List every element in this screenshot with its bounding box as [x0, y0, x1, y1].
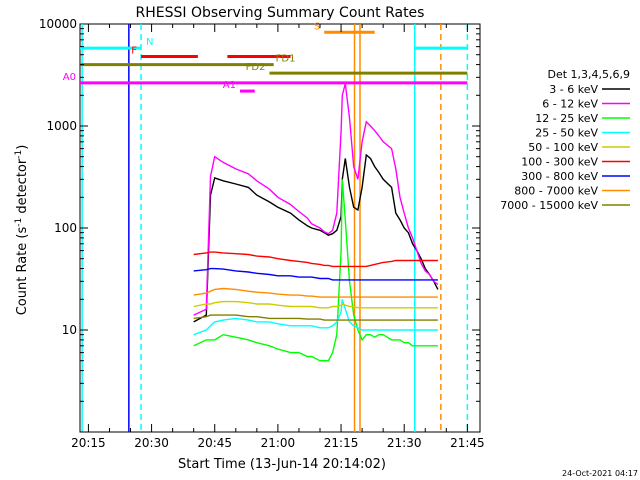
y-tick-label-1: 100: [54, 221, 77, 235]
x-tick-label-3: 21:00: [261, 436, 296, 450]
flag-label-3: FD1: [276, 54, 296, 65]
legend-label-5: 100 - 300 keV: [521, 156, 598, 169]
chart-title: RHESSI Observing Summary Count Rates: [136, 5, 425, 21]
plot-area: N S F FD1 FD2 A0 A1: [63, 21, 481, 433]
legend-label-2: 12 - 25 keV: [535, 112, 598, 125]
y-tick-label-3: 10000: [39, 17, 77, 31]
series-line-7: [193, 287, 438, 298]
plot-content: [80, 24, 469, 432]
footer-timestamp: 24-Oct-2021 04:17: [562, 469, 638, 478]
flag-label-2: F: [131, 46, 137, 57]
x-axis: 20:15 20:30 20:45 21:00 21:15 21:30 21:45: [71, 24, 485, 450]
x-tick-label-2: 20:45: [197, 436, 232, 450]
y-tick-label-2: 1000: [46, 119, 77, 133]
legend-label-3: 25 - 50 keV: [535, 127, 598, 140]
x-tick-label-0: 20:15: [71, 436, 106, 450]
y-tick-label-0: 10: [62, 323, 77, 337]
flag-label-4: FD2: [246, 62, 266, 73]
x-axis-label: Start Time (13-Jun-14 20:14:02): [178, 457, 386, 472]
series-line-4: [193, 300, 438, 309]
series-line-0: [193, 153, 439, 323]
series-line-6: [193, 267, 438, 281]
series-line-8: [193, 314, 438, 321]
legend-label-1: 6 - 12 keV: [542, 98, 598, 111]
x-tick-label-5: 21:30: [387, 436, 422, 450]
x-tick-label-6: 21:45: [450, 436, 485, 450]
y-axis: 10 100 1000 10000: [39, 17, 480, 433]
series-line-2: [193, 179, 438, 362]
legend-label-4: 50 - 100 keV: [528, 141, 598, 154]
flag-label-5: A0: [63, 72, 76, 83]
legend-label-8: 7000 - 15000 keV: [500, 199, 598, 212]
flag-label-1: S: [314, 21, 320, 32]
legend-label-7: 800 - 7000 keV: [514, 185, 598, 198]
plot-frame: [79, 23, 481, 433]
legend-label-6: 300 - 800 keV: [521, 170, 598, 183]
flag-label-0: N: [146, 37, 153, 48]
legend-label-0: 3 - 6 keV: [549, 83, 598, 96]
x-tick-label-1: 20:30: [134, 436, 169, 450]
series-line-5: [193, 251, 438, 268]
flag-label-6: A1: [223, 80, 236, 91]
x-tick-label-4: 21:15: [324, 436, 359, 450]
y-axis-label: Count Rate (s-1 detector-1): [14, 145, 30, 316]
legend-title: Det 1,3,4,5,6,9: [547, 68, 630, 81]
series-line-3: [193, 299, 438, 336]
